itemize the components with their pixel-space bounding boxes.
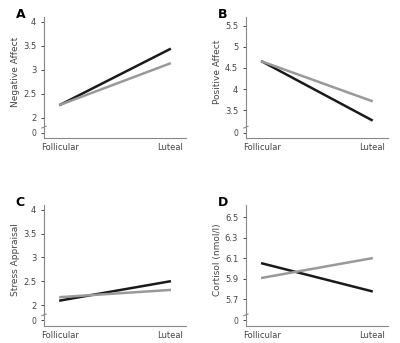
- Y-axis label: Negative Affect: Negative Affect: [11, 37, 20, 107]
- Line: Childhood Adversity -1SD: Childhood Adversity -1SD: [262, 62, 372, 101]
- Text: C: C: [16, 196, 25, 209]
- Childhood Adversity +1SD: [260, 60, 265, 64]
- Line: Childhood Adversity +1SD: Childhood Adversity +1SD: [60, 281, 170, 300]
- Childhood Adversity +1SD: [369, 289, 374, 293]
- Childhood Adversity +1SD: [167, 47, 172, 51]
- Text: D: D: [218, 196, 228, 209]
- Text: A: A: [16, 8, 25, 21]
- Childhood Adversity -1SD: [369, 256, 374, 260]
- Line: Childhood Adversity +1SD: Childhood Adversity +1SD: [262, 263, 372, 291]
- Legend: Childhood Adversity +1SD, Childhood Adversity -1SD: Childhood Adversity +1SD, Childhood Adve…: [52, 276, 179, 304]
- Childhood Adversity +1SD: [167, 279, 172, 283]
- Childhood Adversity +1SD: [58, 298, 63, 303]
- Childhood Adversity -1SD: [58, 103, 63, 107]
- Childhood Adversity +1SD: [369, 118, 374, 122]
- Line: Childhood Adversity +1SD: Childhood Adversity +1SD: [262, 62, 372, 120]
- Line: Childhood Adversity -1SD: Childhood Adversity -1SD: [60, 290, 170, 297]
- Y-axis label: Cortisol (nmol/l): Cortisol (nmol/l): [213, 224, 222, 296]
- Line: Childhood Adversity -1SD: Childhood Adversity -1SD: [60, 63, 170, 105]
- Childhood Adversity -1SD: [260, 276, 265, 280]
- Line: Childhood Adversity -1SD: Childhood Adversity -1SD: [262, 258, 372, 278]
- Childhood Adversity -1SD: [167, 61, 172, 66]
- Text: B: B: [218, 8, 227, 21]
- Childhood Adversity -1SD: [369, 99, 374, 103]
- Y-axis label: Positive Affect: Positive Affect: [213, 40, 222, 104]
- Legend: Childhood Adversity +1SD, Childhood Adversity -1SD: Childhood Adversity +1SD, Childhood Adve…: [253, 276, 380, 304]
- Y-axis label: Stress Appraisal: Stress Appraisal: [11, 223, 20, 296]
- Childhood Adversity +1SD: [260, 261, 265, 265]
- Childhood Adversity +1SD: [58, 103, 63, 107]
- Line: Childhood Adversity +1SD: Childhood Adversity +1SD: [60, 49, 170, 105]
- Childhood Adversity -1SD: [58, 295, 63, 299]
- Childhood Adversity -1SD: [167, 288, 172, 292]
- Childhood Adversity -1SD: [260, 60, 265, 64]
